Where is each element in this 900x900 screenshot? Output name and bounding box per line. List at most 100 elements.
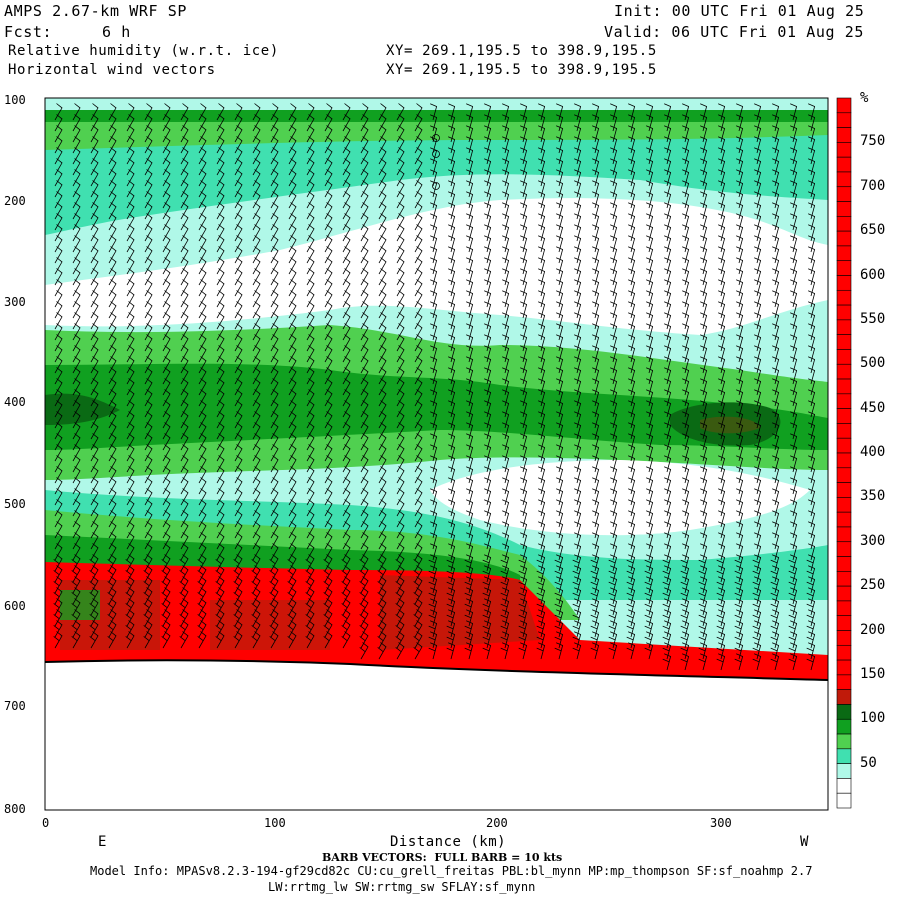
wind-barb [198,400,207,418]
wind-barb [448,378,456,396]
wind-barb [520,521,528,539]
wind-barb [288,488,297,506]
wind-barb [126,202,135,220]
wind-barb [628,532,636,550]
wind-barb [556,114,564,132]
y-tick-800: 800 [4,802,26,816]
wind-barb [324,334,333,352]
wind-barb [324,543,333,561]
wind-barb [610,191,618,209]
wind-barb [378,268,387,286]
wind-barb [288,422,297,440]
wind-barb [682,279,690,297]
wind-barb [806,609,816,627]
wind-barb [125,554,135,572]
wind-barb [682,246,690,264]
wind-barb [252,323,261,341]
wind-barb [342,202,351,220]
wind-barb [288,499,297,517]
wind-barb [90,323,99,341]
wind-barb [270,378,279,396]
wind-barb [772,158,780,176]
wind-barb [144,279,153,297]
wind-barb [306,257,315,275]
wind-barb [574,378,582,396]
wind-barb [414,411,423,429]
wind-barb [646,114,654,132]
wind-barb [306,268,315,286]
wind-barb [306,543,315,561]
wind-barb [700,543,708,561]
colorbar-segment [836,334,852,350]
wind-barb [270,444,279,462]
wind-barb [664,356,672,374]
wind-barb [718,378,726,396]
wind-barb [234,466,243,484]
wind-barb [790,422,798,440]
wind-barb [216,246,225,264]
wind-barb [646,499,654,517]
wind-barb [270,521,279,539]
wind-barb [342,444,351,462]
wind-barb [556,510,564,528]
wind-barb [233,598,243,616]
wind-barb [754,136,762,154]
wind-barb [700,444,708,462]
wind-barb [808,191,816,209]
wind-barb [682,488,690,506]
wind-barb [556,268,564,286]
wind-barb [414,213,423,231]
wind-barb [718,345,726,363]
wind-barb [448,279,456,297]
wind-barb [448,532,456,550]
wind-barb [572,620,582,638]
colorbar-tick-750: 750 [860,133,886,150]
wind-barb [430,521,438,539]
wind-barb [664,224,672,242]
wind-barb [466,312,474,330]
wind-barb [736,191,744,209]
wind-barb [736,378,744,396]
wind-barb [144,411,153,429]
colorbar-segment [836,615,852,631]
wind-barb [72,279,81,297]
wind-barb [396,136,405,154]
wind-barb [341,576,351,594]
wind-barb [180,532,189,550]
wind-barb [592,521,600,539]
wind-barb [446,631,456,649]
wind-barb [197,554,207,572]
wind-barb [610,125,618,143]
wind-barb [180,191,189,209]
wind-barb [700,224,708,242]
y-tick-200: 200 [4,194,26,208]
wind-barb [144,532,153,550]
wind-barb [144,158,153,176]
wind-barb [448,466,456,484]
wind-barb [808,400,816,418]
wind-barb [736,136,744,154]
wind-barb [698,576,708,594]
wind-barb [520,246,528,264]
wind-barb [464,620,474,638]
wind-barb [734,587,744,605]
wind-barb [700,477,708,495]
wind-barb [484,455,492,473]
wind-barb [216,279,225,297]
colorbar-tick-600: 600 [860,266,886,283]
wind-barb [736,246,744,264]
wind-barb [556,224,564,242]
wind-barb [360,312,369,330]
wind-barb [502,125,510,143]
wind-barb [608,576,618,594]
wind-barb [270,224,279,242]
wind-barb [502,444,510,462]
wind-barb [718,125,726,143]
wind-barb [360,136,369,154]
wind-barb [430,290,438,308]
wind-barb [251,554,261,572]
wind-barb [72,455,81,473]
wind-barb [179,631,189,649]
wind-barb [270,367,279,385]
